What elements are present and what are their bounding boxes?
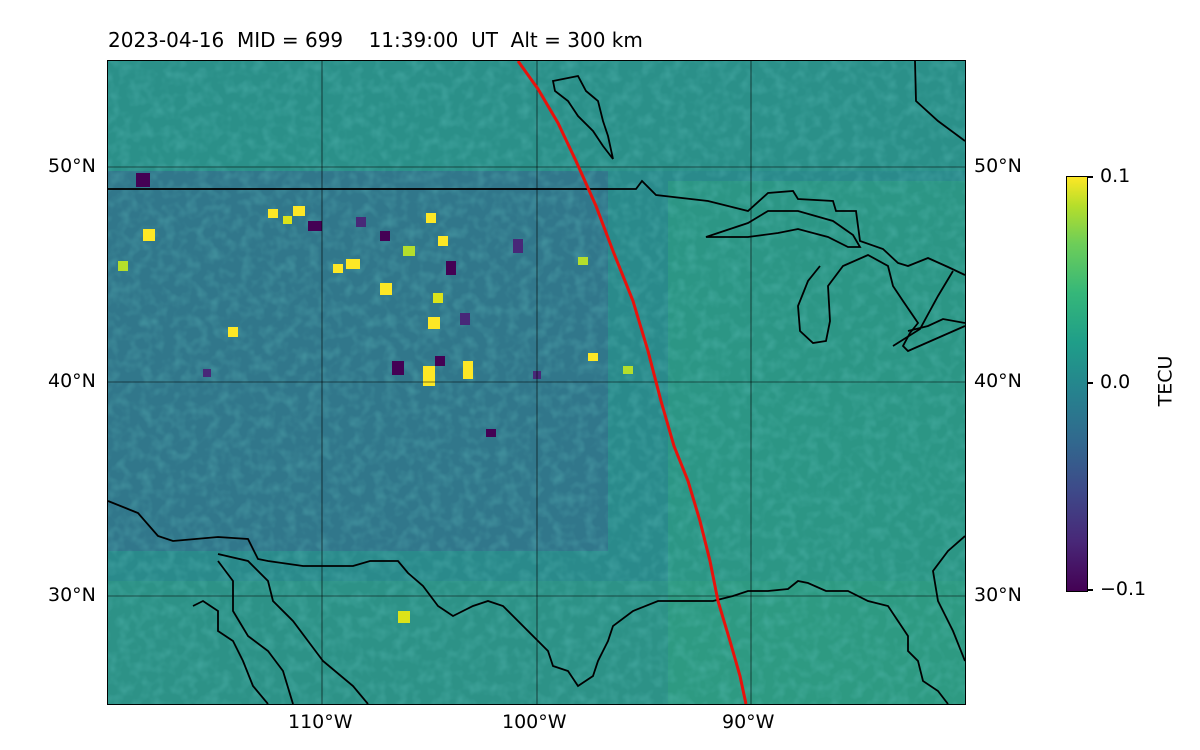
colorbar-tick-max [1087,176,1093,178]
lat-label-40n-right: 40°N [974,370,1022,392]
lon-label-90w: 90°W [722,711,775,733]
track-line [516,61,748,704]
tec-anomaly-pixels [118,173,633,623]
lat-label-40n-left: 40°N [48,370,96,392]
colorbar-tick-mid [1087,382,1093,384]
colorbar-mid-label: 0.0 [1100,371,1131,393]
lat-label-30n-left: 30°N [48,584,96,606]
lat-label-30n-right: 30°N [974,584,1022,606]
lat-label-50n-right: 50°N [974,155,1022,177]
map-canvas [108,61,965,704]
colorbar-title: TECU [1154,355,1177,407]
lat-label-50n-left: 50°N [48,155,96,177]
colorbar-tick-min [1087,589,1093,591]
lon-label-100w: 100°W [502,711,567,733]
colorbar-min-label: −0.1 [1100,578,1147,600]
lon-label-110w: 110°W [288,711,353,733]
graticule [108,61,965,704]
coastlines-borders [108,61,965,704]
plot-title: 2023-04-16 MID = 699 11:39:00 UT Alt = 3… [108,28,643,52]
colorbar [1066,176,1088,592]
tec-map [108,61,965,704]
colorbar-max-label: 0.1 [1100,165,1131,187]
tec-noise-texture [108,61,965,704]
